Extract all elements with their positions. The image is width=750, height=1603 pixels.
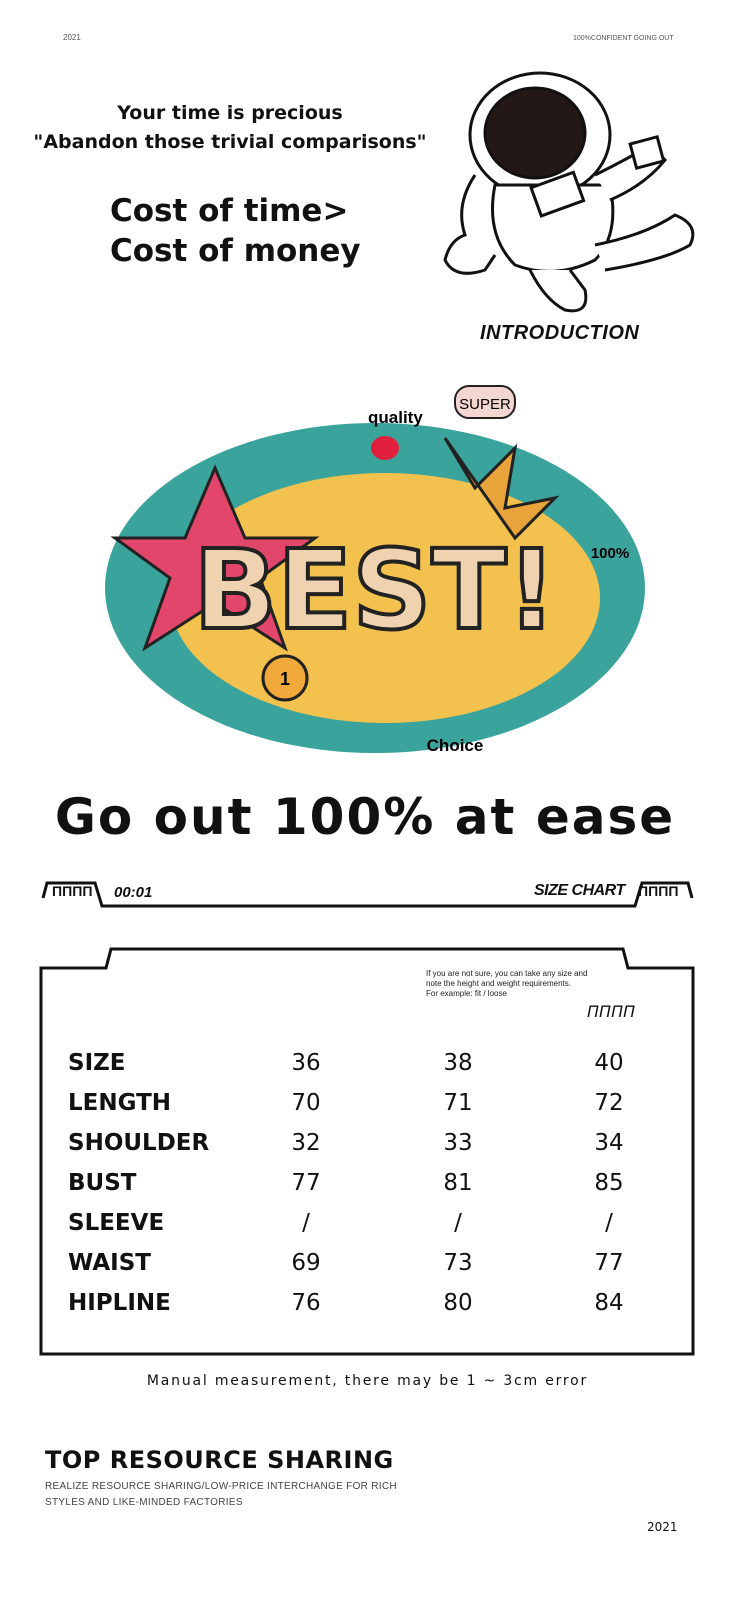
footer-sub2: STYLES AND LIKE-MINDED FACTORIES bbox=[45, 1497, 243, 1508]
header-tagline: 100%CONFIDENT GOING OUT bbox=[573, 35, 674, 42]
table-row: SHOULDER 32 33 34 bbox=[68, 1130, 668, 1170]
row-value: 69 bbox=[291, 1250, 321, 1276]
row-value: 77 bbox=[291, 1170, 321, 1196]
size-note-line: For example: fit / loose bbox=[426, 989, 507, 998]
row-value: 34 bbox=[594, 1130, 624, 1156]
row-value: 77 bbox=[594, 1250, 624, 1276]
introduction-heading: INTRODUCTION bbox=[480, 322, 640, 344]
row-value: 36 bbox=[291, 1050, 321, 1076]
bar-glyph-left: ΠΠΠΠ bbox=[52, 883, 93, 899]
table-row: SIZE 36 38 40 bbox=[68, 1050, 668, 1090]
hero-line1: Your time is precious bbox=[117, 102, 343, 124]
bar-glyph-right: ΠΠΠΠ bbox=[638, 883, 679, 899]
size-note-line: note the height and weight requirements. bbox=[426, 979, 571, 988]
table-row: HIPLINE 76 80 84 bbox=[68, 1290, 668, 1330]
row-value: 80 bbox=[443, 1290, 473, 1316]
header-year: 2021 bbox=[63, 33, 81, 42]
row-label: LENGTH bbox=[68, 1090, 172, 1116]
table-row: WAIST 69 73 77 bbox=[68, 1250, 668, 1290]
row-label: SLEEVE bbox=[68, 1210, 165, 1236]
row-label: SIZE bbox=[68, 1050, 126, 1076]
row-value: 70 bbox=[291, 1090, 321, 1116]
doodle-best: BEST! bbox=[193, 526, 556, 654]
row-value: / bbox=[302, 1210, 310, 1236]
doodle-100: 100% bbox=[591, 545, 629, 562]
bar-counter: 00:01 bbox=[114, 884, 153, 901]
size-chart-bar bbox=[41, 881, 694, 908]
doodle-medal: 1 bbox=[280, 669, 290, 689]
footer-sub1: REALIZE RESOURCE SHARING/LOW-PRICE INTER… bbox=[45, 1481, 397, 1492]
row-value: 85 bbox=[594, 1170, 624, 1196]
table-row: SLEEVE / / / bbox=[68, 1210, 668, 1250]
row-value: / bbox=[605, 1210, 613, 1236]
astronaut-illustration bbox=[443, 71, 695, 313]
cost-of-time: Cost of time> bbox=[110, 193, 349, 229]
table-row: BUST 77 81 85 bbox=[68, 1170, 668, 1210]
row-value: 81 bbox=[443, 1170, 473, 1196]
slogan: Go out 100% at ease bbox=[54, 788, 676, 846]
row-label: WAIST bbox=[68, 1250, 151, 1276]
hero-line2: "Abandon those trivial comparisons" bbox=[33, 131, 427, 153]
row-value: 32 bbox=[291, 1130, 321, 1156]
doodle-choice: Choice bbox=[427, 736, 484, 755]
size-chart-title: SIZE CHART bbox=[534, 882, 625, 899]
row-value: / bbox=[454, 1210, 462, 1236]
measurement-footnote: Manual measurement, there may be 1 ~ 3cm… bbox=[146, 1373, 589, 1389]
row-value: 76 bbox=[291, 1290, 321, 1316]
size-note-line: If you are not sure, you can take any si… bbox=[426, 969, 588, 978]
row-label: BUST bbox=[68, 1170, 137, 1196]
size-note: If you are not sure, you can take any si… bbox=[426, 969, 587, 999]
row-value: 73 bbox=[443, 1250, 473, 1276]
row-value: 84 bbox=[594, 1290, 624, 1316]
row-label: SHOULDER bbox=[68, 1130, 210, 1156]
best-doodle-illustration: SUPER quality BEST! 100% 1 Choice bbox=[105, 385, 645, 755]
footer-title: TOP RESOURCE SHARING bbox=[45, 1446, 394, 1474]
footer-year: 2021 bbox=[647, 1520, 678, 1534]
cost-of-money: Cost of money bbox=[110, 233, 361, 269]
doodle-super: SUPER bbox=[459, 396, 511, 413]
chart-glyph: ΠΠΠΠ bbox=[587, 1002, 636, 1021]
table-row: LENGTH 70 71 72 bbox=[68, 1090, 668, 1130]
row-label: HIPLINE bbox=[68, 1290, 171, 1316]
row-value: 38 bbox=[443, 1050, 473, 1076]
row-value: 72 bbox=[594, 1090, 624, 1116]
doodle-quality: quality bbox=[368, 408, 423, 427]
size-chart-frame bbox=[39, 947, 695, 1356]
row-value: 40 bbox=[594, 1050, 624, 1076]
row-value: 71 bbox=[443, 1090, 473, 1116]
row-value: 33 bbox=[443, 1130, 473, 1156]
